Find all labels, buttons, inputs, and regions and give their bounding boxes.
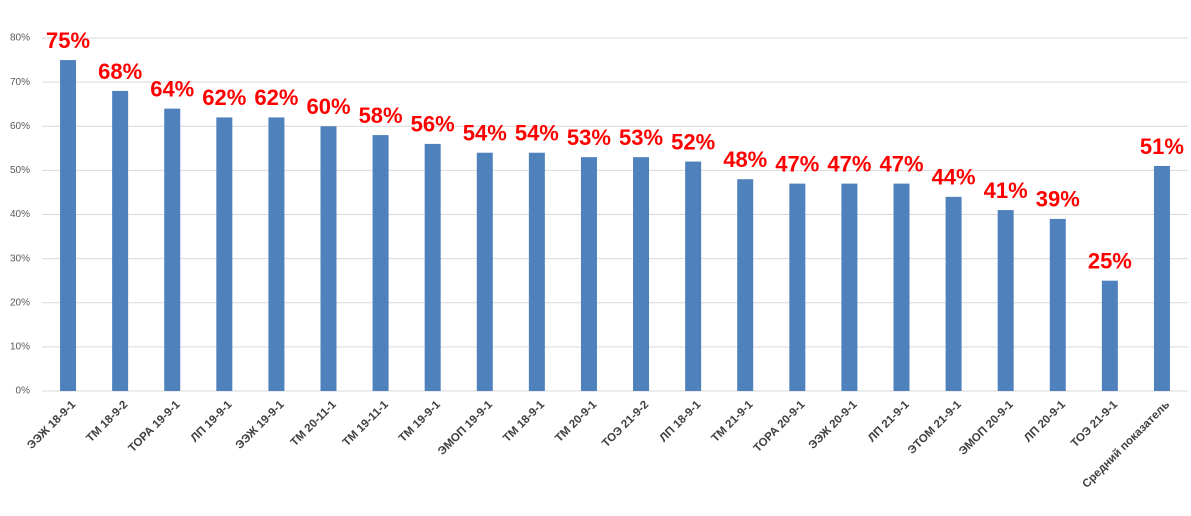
bar	[112, 90, 129, 391]
data-label: 64%	[150, 76, 194, 101]
bar	[268, 117, 285, 392]
y-tick-label: 20%	[10, 297, 30, 308]
x-tick-label: Средний показатель	[1080, 399, 1172, 491]
bar	[893, 183, 910, 391]
bar	[685, 161, 702, 391]
bar	[997, 210, 1014, 391]
x-tick-label: ЛП 19-9-1	[189, 398, 235, 444]
bar	[789, 183, 806, 391]
bar	[1049, 218, 1066, 391]
y-tick-label: 70%	[10, 77, 30, 88]
data-label: 51%	[1140, 134, 1184, 159]
data-label: 53%	[567, 125, 611, 150]
bar	[216, 117, 233, 392]
y-tick-label: 80%	[10, 33, 30, 44]
bar	[528, 152, 545, 391]
bar	[1153, 165, 1170, 391]
x-tick-label: ЭТОМ 21-9-1	[906, 398, 964, 456]
data-label: 62%	[202, 85, 246, 110]
data-label: 60%	[306, 94, 350, 119]
bar	[60, 60, 77, 391]
x-tick-label: ТОЭ 21-9-2	[600, 399, 651, 450]
data-label: 54%	[515, 121, 559, 146]
data-label: 47%	[775, 151, 819, 176]
x-tick-label: ЭЭЖ 18-9-1	[25, 398, 78, 451]
x-tick-label: ЭМОП 19-9-1	[436, 398, 495, 457]
x-tick-label: ТМ 18-9-2	[84, 399, 130, 445]
data-label: 75%	[46, 28, 90, 53]
data-label: 52%	[671, 129, 715, 154]
data-label: 44%	[932, 165, 976, 190]
x-tick-label: ЭЭЖ 19-9-1	[234, 398, 287, 451]
x-tick-label: ТОРА 19-9-1	[127, 398, 183, 454]
y-tick-label: 50%	[10, 165, 30, 176]
bar	[633, 157, 650, 391]
bar	[1101, 280, 1118, 391]
data-label: 48%	[723, 147, 767, 172]
y-tick-label: 10%	[10, 342, 30, 353]
bar	[372, 135, 389, 391]
x-tick-label: ЛП 20-9-1	[1022, 398, 1068, 444]
x-tick-label: ЛП 21-9-1	[866, 398, 912, 444]
bar	[424, 143, 441, 391]
data-label: 53%	[619, 125, 663, 150]
x-tick-label: ТМ 19-11-1	[341, 398, 391, 448]
bar	[945, 196, 962, 391]
data-label: 68%	[98, 59, 142, 84]
data-label: 25%	[1088, 249, 1132, 274]
data-label: 47%	[879, 151, 923, 176]
bar	[320, 126, 337, 391]
x-tick-label: ЛП 18-9-1	[658, 398, 704, 444]
data-label: 54%	[463, 121, 507, 146]
x-tick-label: ТМ 20-9-1	[553, 398, 599, 444]
data-label: 58%	[359, 103, 403, 128]
y-tick-label: 30%	[10, 253, 30, 264]
x-tick-label: ЭМОП 20-9-1	[957, 398, 1016, 457]
data-label: 41%	[984, 178, 1028, 203]
bar	[164, 108, 181, 391]
x-tick-label: ЭЭЖ 20-9-1	[807, 398, 860, 451]
data-label: 39%	[1036, 187, 1080, 212]
y-tick-label: 0%	[16, 386, 31, 397]
x-tick-label: ТМ 18-9-1	[501, 398, 547, 444]
x-tick-label: ТМ 20-11-1	[289, 398, 339, 448]
bar	[476, 152, 493, 391]
data-label: 47%	[827, 151, 871, 176]
y-tick-label: 60%	[10, 121, 30, 132]
y-tick-label: 40%	[10, 209, 30, 220]
x-tick-label: ТМ 21-9-1	[709, 398, 755, 444]
x-tick-label: ТОРА 20-9-1	[752, 398, 808, 454]
x-tick-label: ТОЭ 21-9-1	[1069, 398, 1121, 450]
bar	[841, 183, 858, 391]
bar	[580, 157, 597, 391]
data-label: 56%	[411, 112, 455, 137]
bar	[737, 179, 754, 391]
x-tick-label: ТМ 19-9-1	[397, 398, 443, 444]
data-label: 62%	[254, 85, 298, 110]
